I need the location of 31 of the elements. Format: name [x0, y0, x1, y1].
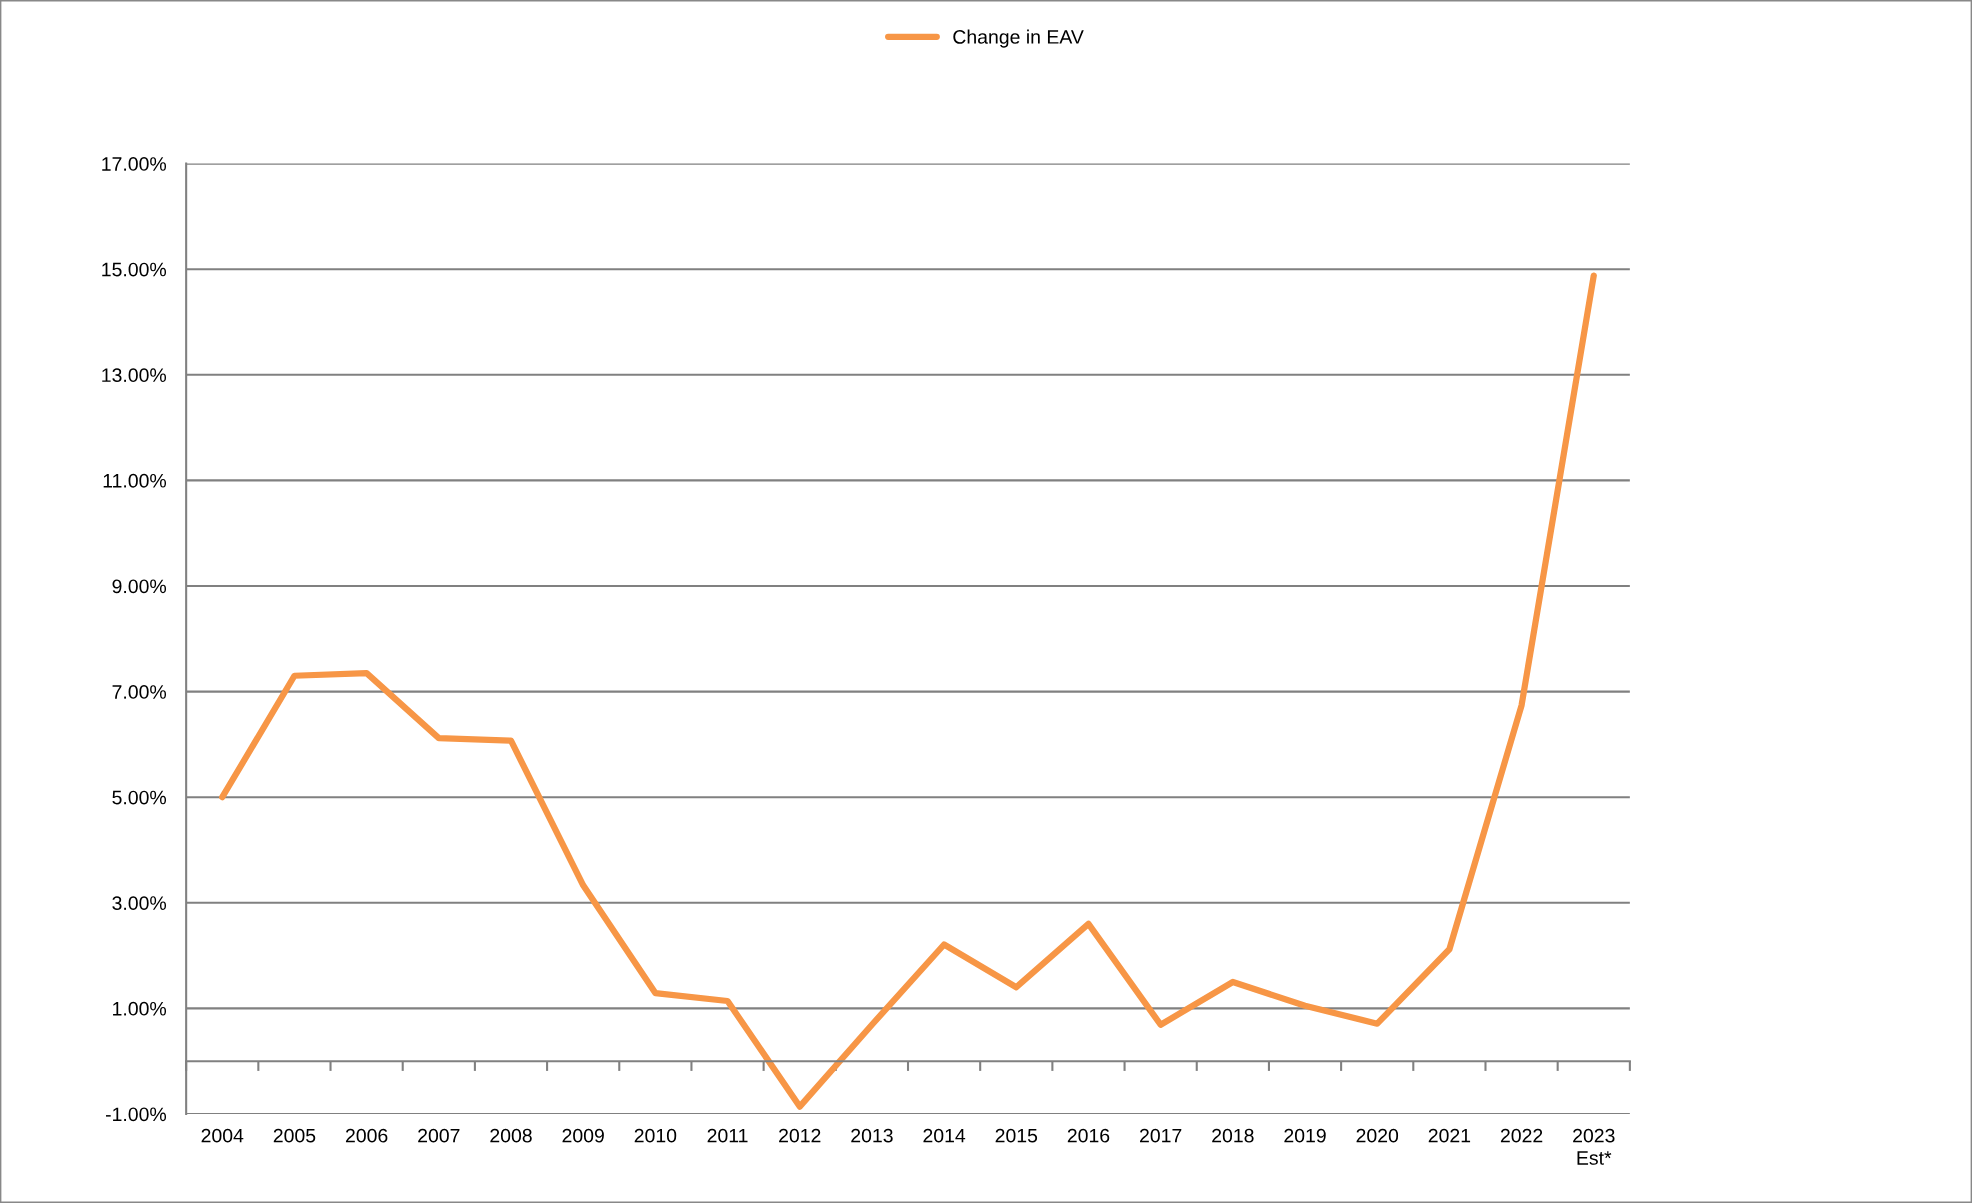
- y-tick-label: 11.00%: [103, 473, 167, 488]
- y-tick-label: 7.00%: [112, 685, 167, 699]
- x-tick-label: 2006: [345, 1128, 388, 1143]
- x-tick-label: 2008: [490, 1128, 532, 1143]
- x-tick-label: 2011: [707, 1128, 748, 1143]
- y-tick-label: 5.00%: [112, 790, 167, 805]
- x-tick-label: 2005: [273, 1128, 316, 1143]
- x-tick-label: 2007: [418, 1128, 460, 1143]
- y-tick-label: 3.00%: [112, 896, 167, 911]
- x-tick-label: 2017: [1140, 1128, 1182, 1143]
- y-tick-label: 13.00%: [102, 368, 167, 383]
- x-tick-label: 2014: [923, 1128, 966, 1143]
- x-tick-label: 2013: [851, 1128, 893, 1143]
- x-tick-label: 2018: [1212, 1128, 1254, 1143]
- x-tick-label: 2004: [201, 1128, 244, 1143]
- legend-label: Change in EAV: [953, 29, 1084, 48]
- y-tick-label: 1.00%: [113, 1001, 167, 1016]
- x-tick-label: 2015: [995, 1128, 1038, 1143]
- x-tick-label: 2010: [634, 1128, 677, 1143]
- x-tick-label: 2009: [562, 1128, 604, 1143]
- x-tick-label: 2023 Est*: [1573, 1128, 1615, 1165]
- x-tick-label: 2020: [1356, 1128, 1399, 1143]
- y-tick-label: -1.00%: [105, 1107, 167, 1122]
- x-tick-label: 2021: [1428, 1128, 1471, 1143]
- x-tick-label: 2022: [1500, 1128, 1543, 1143]
- y-tick-label: 15.00%: [102, 262, 167, 277]
- x-tick-label: 2016: [1067, 1128, 1110, 1143]
- y-tick-label: 17.00%: [102, 157, 167, 171]
- x-tick-label: 2012: [779, 1128, 821, 1143]
- y-tick-label: 9.00%: [112, 579, 167, 594]
- x-tick-label: 2019: [1284, 1128, 1326, 1143]
